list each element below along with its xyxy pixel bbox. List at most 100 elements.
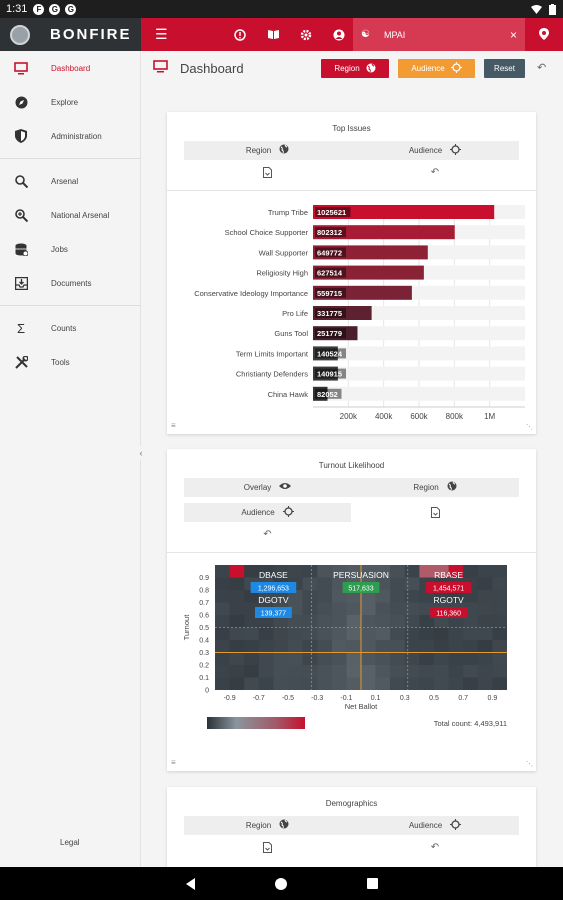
location-pin-icon[interactable] xyxy=(539,28,549,43)
drag-handle-icon[interactable]: ≡ xyxy=(171,421,176,430)
recent-apps-icon[interactable] xyxy=(366,878,378,889)
heatmap-cell xyxy=(492,565,507,578)
undo-icon[interactable]: ↶ xyxy=(537,62,547,74)
sidebar-item-explore[interactable]: Explore xyxy=(0,85,140,119)
heatmap-cell xyxy=(361,652,376,665)
notification-icon: G xyxy=(65,3,77,15)
reset-button[interactable]: Reset xyxy=(484,59,525,78)
export-icon[interactable] xyxy=(184,835,351,859)
undo-icon[interactable]: ↶ xyxy=(263,528,272,540)
x-tick-label: 200k xyxy=(340,412,358,421)
sidebar-item-dashboard[interactable]: Dashboard xyxy=(0,51,140,85)
heatmap-cell xyxy=(273,677,288,690)
heatmap-cell xyxy=(463,677,478,690)
value-label: 331775 xyxy=(317,309,342,318)
sidebar-item-arsenal[interactable]: Arsenal xyxy=(0,164,140,198)
quadrant-label: DBASE xyxy=(259,570,288,580)
bar xyxy=(313,285,412,300)
value-label: 251779 xyxy=(317,329,342,338)
undo-icon[interactable]: ↶ xyxy=(430,841,440,853)
home-icon[interactable] xyxy=(274,877,287,890)
audience-button[interactable]: Audience xyxy=(398,59,475,78)
heatmap-cell xyxy=(448,677,464,690)
heatmap-cell xyxy=(288,640,303,653)
heatmap-cell xyxy=(477,627,493,640)
heatmap-cell xyxy=(463,652,478,665)
sidebar-item-tools[interactable]: Tools xyxy=(0,345,140,379)
heatmap-cell xyxy=(463,590,478,603)
category-label: Religiosity High xyxy=(256,269,308,278)
region-filter[interactable]: Region xyxy=(184,141,351,160)
undo-icon[interactable]: ↶ xyxy=(430,166,440,178)
legal-link[interactable]: Legal xyxy=(60,838,80,847)
demographics-panel: Demographics Region Audience ↶ xyxy=(167,787,536,867)
panel-title: Top Issues xyxy=(332,124,371,133)
category-label: Pro Life xyxy=(282,309,308,318)
heatmap-cell xyxy=(244,565,259,578)
back-icon[interactable] xyxy=(185,877,195,890)
sidebar-item-national-arsenal[interactable]: National Arsenal xyxy=(0,198,140,232)
close-icon[interactable]: × xyxy=(509,27,517,42)
heatmap-cell xyxy=(361,615,376,628)
region-filter[interactable]: Region xyxy=(184,816,351,835)
sidebar-item-label: Tools xyxy=(51,357,70,367)
divider xyxy=(167,190,536,191)
search-icon xyxy=(14,174,28,188)
heatmap-cell xyxy=(258,665,274,678)
audience-filter[interactable]: Audience xyxy=(184,503,351,522)
quadrant-label: PERSUASION xyxy=(333,570,389,580)
menu-icon[interactable]: ☰ xyxy=(155,26,168,42)
resize-handle-icon[interactable]: ⋱ xyxy=(526,761,533,768)
heatmap-cell xyxy=(302,577,318,590)
heatmap-cell xyxy=(273,652,288,665)
sidebar-item-label: Explore xyxy=(51,97,79,107)
android-nav-bar xyxy=(0,867,563,900)
heatmap-cell xyxy=(477,590,493,603)
tools-icon xyxy=(14,355,28,369)
heatmap-cell xyxy=(346,652,361,665)
heatmap-cell xyxy=(273,590,288,603)
quadrant-value: 116,360 xyxy=(436,611,461,618)
database-icon xyxy=(14,242,28,256)
book-icon[interactable] xyxy=(267,28,280,41)
gear-icon[interactable] xyxy=(300,28,313,41)
heatmap-cell xyxy=(463,565,478,578)
heatmap-cell xyxy=(448,665,464,678)
heatmap-cell xyxy=(390,627,405,640)
crosshair-icon xyxy=(282,505,294,520)
heatmap-cell xyxy=(346,602,361,615)
drag-handle-icon[interactable]: ≡ xyxy=(171,758,176,767)
heatmap-cell xyxy=(492,640,507,653)
collapse-sidebar-icon[interactable]: ‹ xyxy=(135,446,147,460)
heatmap-cell xyxy=(463,615,478,628)
sidebar-item-administration[interactable]: Administration xyxy=(0,119,140,153)
quadrant-label: RBASE xyxy=(434,570,463,580)
region-button-label: Region xyxy=(334,64,360,73)
audience-filter-label: Audience xyxy=(408,821,443,830)
sidebar-item-counts[interactable]: Σ Counts xyxy=(0,311,140,345)
alert-icon[interactable] xyxy=(234,28,247,41)
region-button[interactable]: Region xyxy=(321,59,389,78)
brand[interactable]: BONFIRE xyxy=(0,18,141,51)
export-icon[interactable] xyxy=(184,160,351,184)
heatmap-cell xyxy=(390,577,405,590)
heatmap-cell xyxy=(419,590,434,603)
account-icon[interactable] xyxy=(333,28,346,41)
heatmap-cell xyxy=(302,590,318,603)
audience-filter[interactable]: Audience xyxy=(351,141,519,160)
sidebar-item-jobs[interactable]: Jobs xyxy=(0,232,140,266)
region-filter[interactable]: Region xyxy=(351,478,519,497)
heatmap-cell xyxy=(331,665,347,678)
heatmap-cell xyxy=(361,627,376,640)
sidebar-item-documents[interactable]: Documents xyxy=(0,266,140,300)
heatmap-cell xyxy=(346,640,361,653)
heatmap-cell xyxy=(477,615,493,628)
heatmap-cell xyxy=(390,665,405,678)
overlay-toggle[interactable]: Overlay xyxy=(184,478,351,497)
org-selector[interactable]: ☯ MPAI × xyxy=(353,18,525,51)
resize-handle-icon[interactable]: ⋱ xyxy=(526,424,533,431)
heatmap-cell xyxy=(434,665,449,678)
heatmap-cell xyxy=(404,640,420,653)
audience-filter[interactable]: Audience xyxy=(351,816,519,835)
export-icon[interactable] xyxy=(351,503,519,522)
